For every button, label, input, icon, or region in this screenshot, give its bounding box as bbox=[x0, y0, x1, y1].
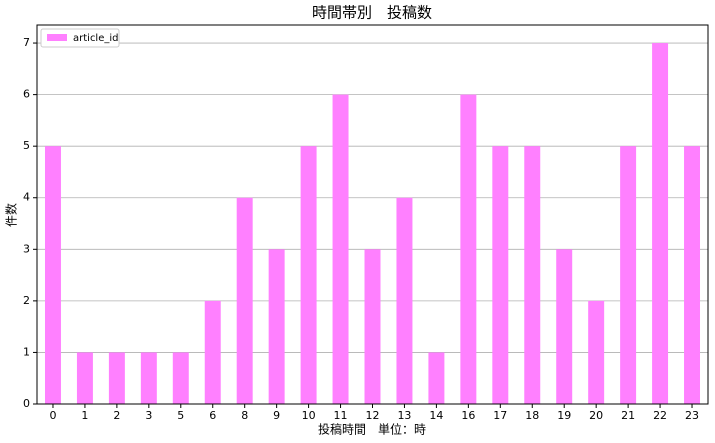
bar bbox=[620, 146, 637, 404]
x-tick-label: 17 bbox=[493, 409, 507, 422]
x-tick-label: 12 bbox=[366, 409, 380, 422]
y-tick-label: 1 bbox=[23, 345, 30, 358]
x-tick-label: 9 bbox=[273, 409, 280, 422]
x-tick-label: 6 bbox=[209, 409, 216, 422]
bar bbox=[460, 94, 477, 404]
legend-swatch bbox=[47, 34, 67, 41]
x-tick-label: 16 bbox=[461, 409, 475, 422]
bar bbox=[236, 197, 253, 404]
x-tick-label: 22 bbox=[653, 409, 667, 422]
bar bbox=[108, 352, 125, 404]
y-tick-label: 5 bbox=[23, 139, 30, 152]
plot-frame bbox=[36, 24, 709, 405]
x-axis-label: 投稿時間 単位：時 bbox=[318, 422, 426, 437]
bar bbox=[204, 300, 221, 404]
bar bbox=[588, 300, 605, 404]
bar bbox=[492, 146, 509, 404]
chart-title: 時間帯別 投稿数 bbox=[312, 4, 432, 22]
bar bbox=[364, 249, 381, 404]
bar bbox=[428, 352, 445, 404]
x-tick-label: 10 bbox=[302, 409, 316, 422]
legend-box bbox=[40, 28, 120, 48]
x-tick-label: 11 bbox=[334, 409, 348, 422]
x-tick-label: 1 bbox=[81, 409, 88, 422]
x-tick-label: 3 bbox=[145, 409, 152, 422]
y-tick-label: 4 bbox=[23, 191, 30, 204]
y-tick-label: 0 bbox=[23, 397, 30, 410]
x-tick-label: 14 bbox=[429, 409, 443, 422]
legend-label: article_id bbox=[73, 33, 119, 44]
bar bbox=[76, 352, 93, 404]
y-tick-label: 6 bbox=[23, 88, 30, 101]
y-tick-label: 2 bbox=[23, 294, 30, 307]
x-tick-label: 13 bbox=[397, 409, 411, 422]
bar bbox=[684, 146, 701, 404]
x-tick-label: 2 bbox=[113, 409, 120, 422]
y-tick-label: 3 bbox=[23, 242, 30, 255]
bar bbox=[44, 146, 61, 404]
x-tick-label: 5 bbox=[177, 409, 184, 422]
bar bbox=[300, 146, 317, 404]
bar bbox=[556, 249, 573, 404]
x-tick-label: 21 bbox=[621, 409, 635, 422]
bar bbox=[268, 249, 285, 404]
x-tick-label: 18 bbox=[525, 409, 539, 422]
bar bbox=[172, 352, 189, 404]
bar bbox=[396, 197, 413, 404]
bar bbox=[140, 352, 157, 404]
bar bbox=[524, 146, 541, 404]
bar bbox=[332, 94, 349, 404]
y-axis-label: 件数 bbox=[4, 203, 19, 227]
x-tick-label: 23 bbox=[685, 409, 699, 422]
bar bbox=[652, 43, 669, 405]
x-tick-label: 20 bbox=[589, 409, 603, 422]
x-tick-label: 19 bbox=[557, 409, 571, 422]
y-tick-label: 7 bbox=[23, 36, 30, 49]
x-tick-label: 0 bbox=[49, 409, 56, 422]
x-tick-label: 8 bbox=[241, 409, 248, 422]
